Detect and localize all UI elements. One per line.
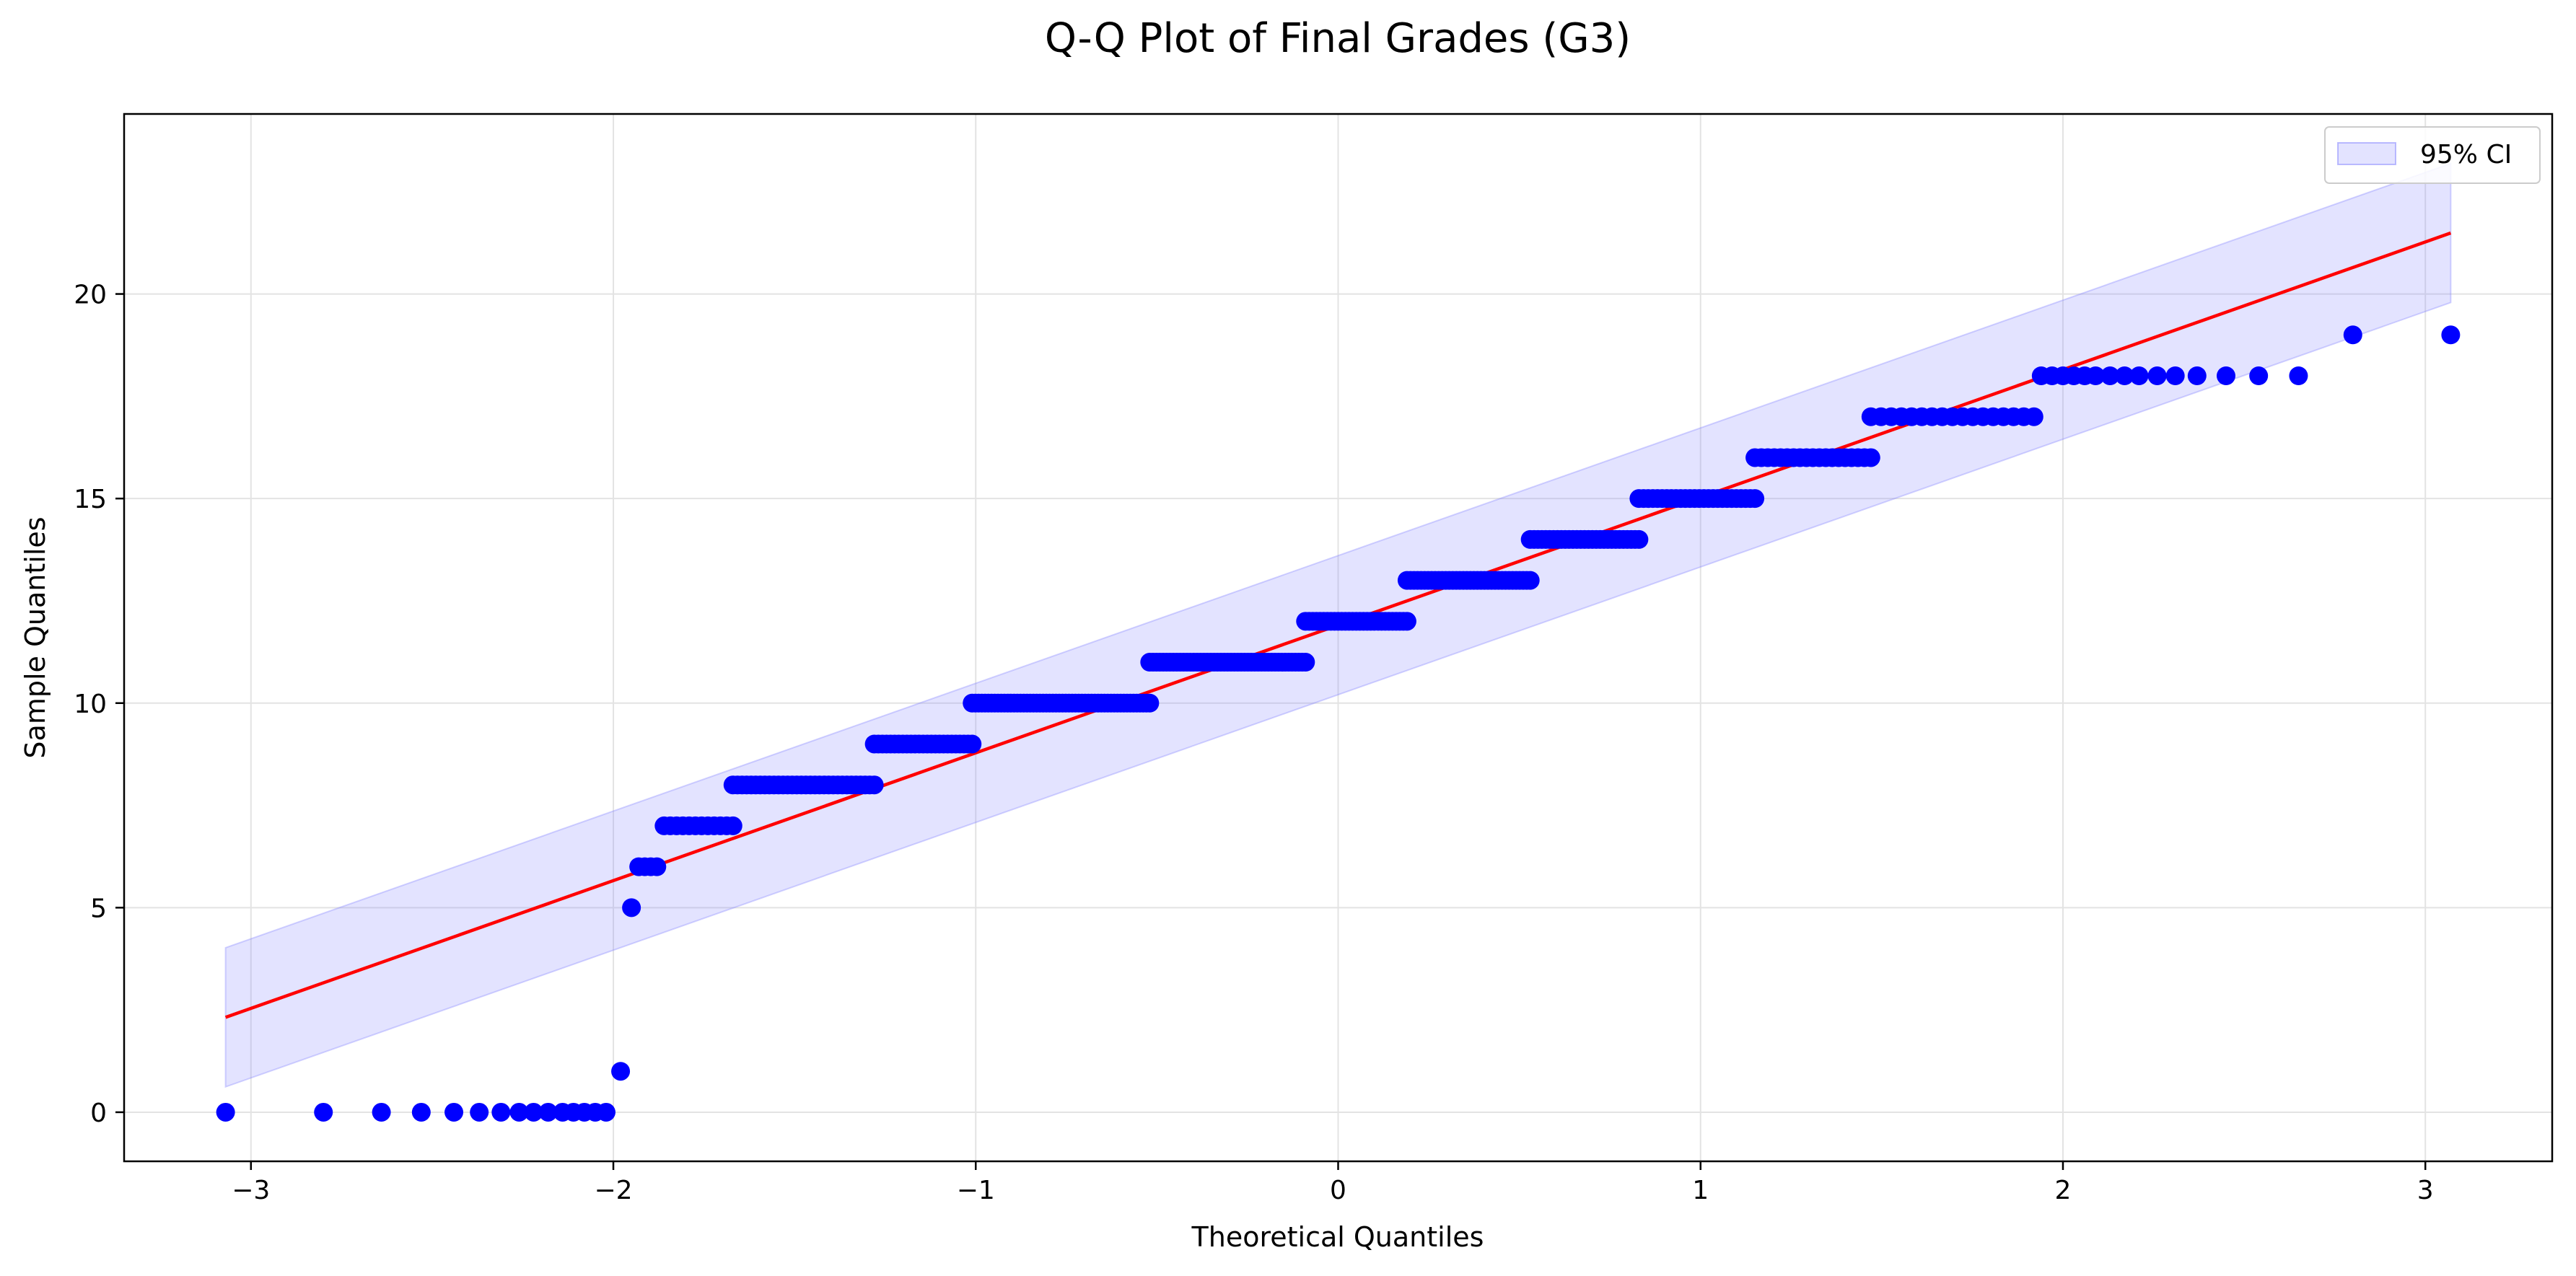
data-point [1745,489,1765,509]
data-point [2147,366,2167,385]
x-axis-ticks: −3 −2 −1 0 1 2 3 [232,1161,2434,1205]
data-point [1397,612,1416,631]
data-point [723,816,742,835]
data-point [1629,529,1649,549]
data-point [372,1102,391,1122]
grid-lines [124,114,2552,1161]
y-tick-label: 10 [74,690,107,719]
legend-swatch-95-ci [2337,142,2396,165]
x-tick-label: −1 [957,1176,995,1205]
data-point [2216,366,2235,385]
data-point [864,775,884,795]
x-tick-label: −3 [232,1176,270,1205]
y-tick-label: 0 [90,1099,107,1128]
data-point [444,1102,464,1122]
x-tick-label: 1 [1692,1176,1709,1205]
data-point [2024,407,2043,426]
x-axis-label: Theoretical Quantiles [1191,1221,1484,1253]
legend: 95% CI [2324,126,2541,184]
data-point [2165,366,2185,385]
y-tick-label: 15 [74,485,107,514]
x-tick-label: −2 [594,1176,632,1205]
data-point [2129,366,2149,385]
data-point [491,1102,511,1122]
data-point [509,1102,529,1122]
y-tick-label: 5 [90,894,107,923]
data-point [611,1062,631,1081]
data-point [2115,366,2134,385]
x-tick-label: 0 [1330,1176,1346,1205]
data-point [2289,366,2308,385]
data-point [2086,366,2106,385]
data-point [314,1102,333,1122]
data-point [216,1102,235,1122]
chart-title: Q-Q Plot of Final Grades (G3) [1045,15,1631,62]
data-point [411,1102,431,1122]
data-point [2343,325,2362,345]
data-point [622,898,641,918]
data-point [1140,693,1160,713]
data-point [1520,571,1540,590]
legend-box [2324,126,2541,184]
y-axis-label: Sample Quantiles [19,516,51,758]
data-point [1861,448,1880,467]
y-tick-label: 20 [74,281,107,310]
data-point [470,1102,489,1122]
data-point [963,734,982,754]
data-point [2100,366,2120,385]
data-point [1296,653,1315,672]
data-point [2441,325,2461,345]
legend-label-95-ci: 95% CI [2420,140,2512,170]
data-points [216,325,2461,1122]
data-point [596,1102,615,1122]
y-axis-ticks: 0 5 10 15 20 [74,281,124,1128]
data-point [2187,366,2207,385]
data-point [647,857,667,876]
data-point [524,1102,543,1122]
x-tick-label: 2 [2055,1176,2072,1205]
data-point [2249,366,2269,385]
data-point [538,1102,558,1122]
x-tick-label: 3 [2417,1176,2434,1205]
